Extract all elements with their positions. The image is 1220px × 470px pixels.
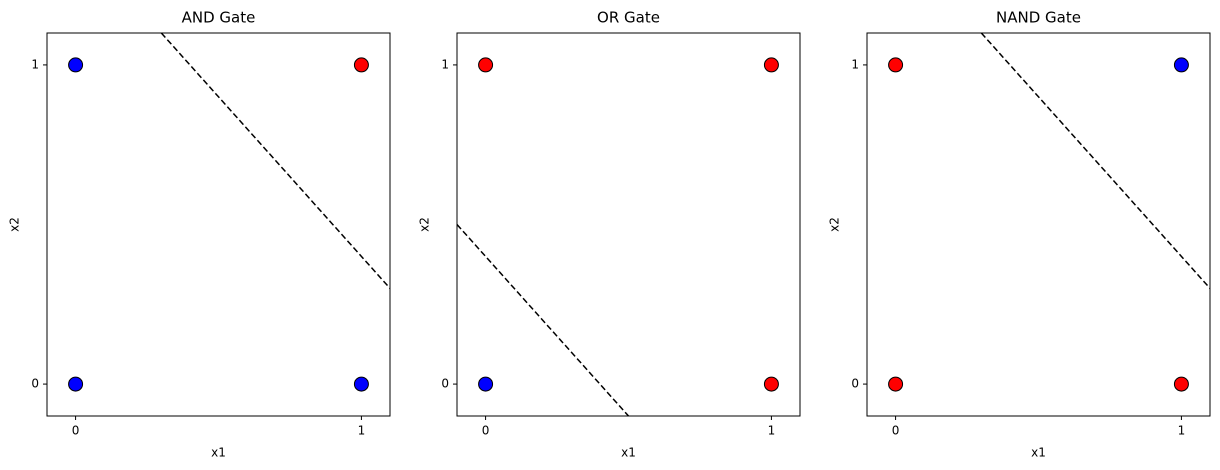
- data-point: [478, 376, 494, 392]
- data-point: [353, 57, 369, 73]
- y-tick-label: 1: [31, 57, 39, 71]
- y-axis-label: x2: [418, 217, 432, 232]
- subplot-title: NAND Gate: [996, 9, 1081, 27]
- x-tick-label: 0: [72, 424, 80, 438]
- y-axis-label: x2: [8, 217, 22, 232]
- subplot-title: AND Gate: [182, 9, 256, 27]
- y-tick-label: 1: [851, 57, 859, 71]
- subplot-title: OR Gate: [597, 9, 660, 27]
- x-axis-label: x1: [621, 446, 636, 460]
- axes-frame: [456, 32, 801, 417]
- y-tick-label: 0: [851, 377, 859, 391]
- decision-boundary: [456, 223, 630, 417]
- subplot: OR Gate 0 1 0 1 x1 x2: [418, 9, 801, 460]
- x-tick-label: 1: [358, 424, 366, 438]
- decision-boundary: [160, 32, 391, 289]
- y-tick-label: 0: [31, 377, 39, 391]
- y-tick-label: 0: [441, 377, 449, 391]
- y-tick-label: 1: [441, 57, 449, 71]
- data-point: [888, 376, 904, 392]
- x-tick-label: 1: [768, 424, 776, 438]
- data-point: [68, 376, 84, 392]
- decision-boundary: [980, 32, 1211, 289]
- data-point: [353, 376, 369, 392]
- axes-frame: [46, 32, 391, 417]
- axes-frame: [866, 32, 1211, 417]
- x-axis-label: x1: [211, 446, 226, 460]
- data-point: [888, 57, 904, 73]
- subplot: AND Gate 0 1 0 1 x1 x2: [8, 9, 391, 460]
- y-axis-label: x2: [828, 217, 842, 232]
- x-axis-label: x1: [1031, 446, 1046, 460]
- data-point: [478, 57, 494, 73]
- data-point: [763, 57, 779, 73]
- data-point: [1173, 57, 1189, 73]
- x-tick-label: 0: [892, 424, 900, 438]
- data-point: [1173, 376, 1189, 392]
- data-point: [68, 57, 84, 73]
- x-tick-label: 0: [482, 424, 490, 438]
- subplot: NAND Gate 0 1 0 1 x1 x2: [828, 9, 1211, 460]
- x-tick-label: 1: [1178, 424, 1186, 438]
- data-point: [763, 376, 779, 392]
